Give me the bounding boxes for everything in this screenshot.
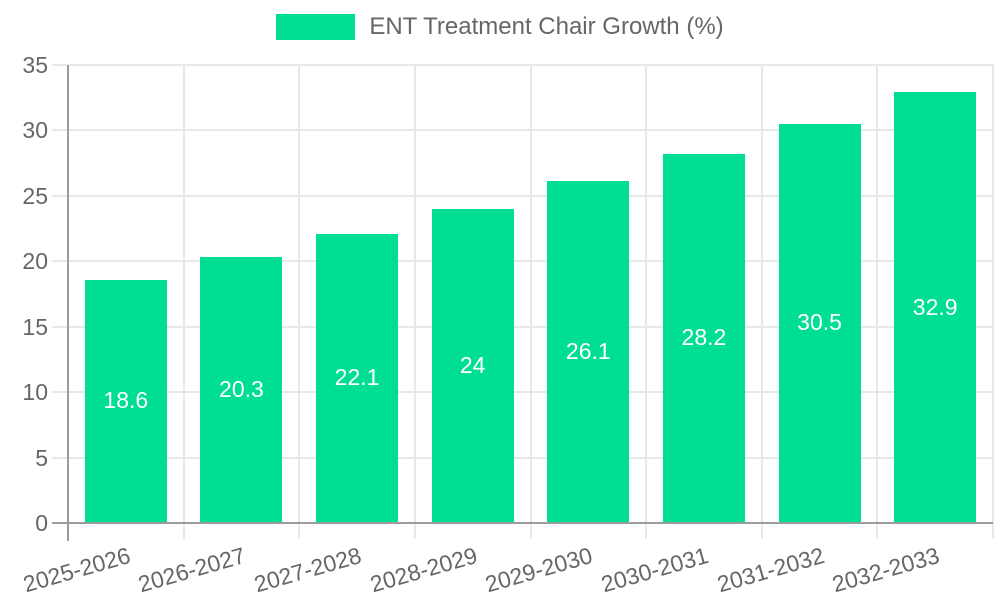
x-axis-tick-label: 2032-2033: [829, 542, 943, 598]
bar[interactable]: [431, 208, 514, 523]
legend-swatch-icon: [276, 14, 356, 40]
x-axis-tick-label: 2026-2027: [135, 542, 249, 598]
x-axis-tick: [645, 523, 648, 539]
bar[interactable]: [662, 153, 745, 523]
x-axis-tick-label: 2028-2029: [366, 542, 480, 598]
x-axis-tick-label: 2031-2032: [713, 542, 827, 598]
x-axis-tick: [298, 523, 301, 539]
x-axis-tick: [182, 523, 185, 539]
y-axis-tick-label: 0: [35, 510, 48, 536]
bar[interactable]: [547, 181, 630, 523]
x-axis-tick-label: 2025-2026: [20, 542, 133, 598]
x-gridline: [876, 65, 879, 523]
y-axis-tick-label: 5: [35, 444, 48, 471]
x-axis-tick-label: 2029-2030: [482, 542, 596, 598]
legend-item[interactable]: ENT Treatment Chair Growth (%): [0, 14, 1000, 40]
y-axis-tick-label: 15: [22, 313, 48, 340]
y-axis-line: [67, 65, 69, 541]
x-axis-tick: [529, 523, 532, 539]
x-axis-tick-label: 2027-2028: [251, 542, 365, 598]
y-axis-tick-label: 10: [22, 379, 48, 406]
x-gridline: [529, 65, 532, 523]
x-axis-tick: [992, 523, 994, 539]
x-axis-tick: [876, 523, 879, 539]
y-axis-tick: [52, 456, 68, 459]
y-axis-tick: [52, 64, 68, 66]
y-axis-tick-label: 25: [22, 182, 48, 209]
y-axis-tick: [52, 129, 68, 132]
y-axis-tick: [52, 391, 68, 394]
bar[interactable]: [778, 123, 861, 523]
y-axis-tick-label: 30: [22, 117, 48, 144]
y-axis-tick: [52, 325, 68, 328]
x-gridline: [992, 65, 994, 523]
x-axis-tick: [413, 523, 416, 539]
x-gridline: [182, 65, 185, 523]
y-axis-tick-label: 20: [22, 248, 48, 275]
x-axis-tick: [760, 523, 763, 539]
y-axis-tick: [52, 260, 68, 263]
bar[interactable]: [84, 279, 167, 523]
y-axis-tick-label: 35: [22, 52, 48, 78]
x-gridline: [645, 65, 648, 523]
x-gridline: [413, 65, 416, 523]
x-axis-tick-label: 2030-2031: [598, 542, 712, 598]
bar[interactable]: [894, 92, 977, 523]
x-gridline: [760, 65, 763, 523]
bar[interactable]: [200, 257, 283, 523]
x-axis-line: [52, 522, 993, 524]
x-gridline: [298, 65, 301, 523]
legend-label: ENT Treatment Chair Growth (%): [369, 13, 724, 40]
bar[interactable]: [316, 233, 399, 523]
y-axis-tick: [52, 194, 68, 197]
